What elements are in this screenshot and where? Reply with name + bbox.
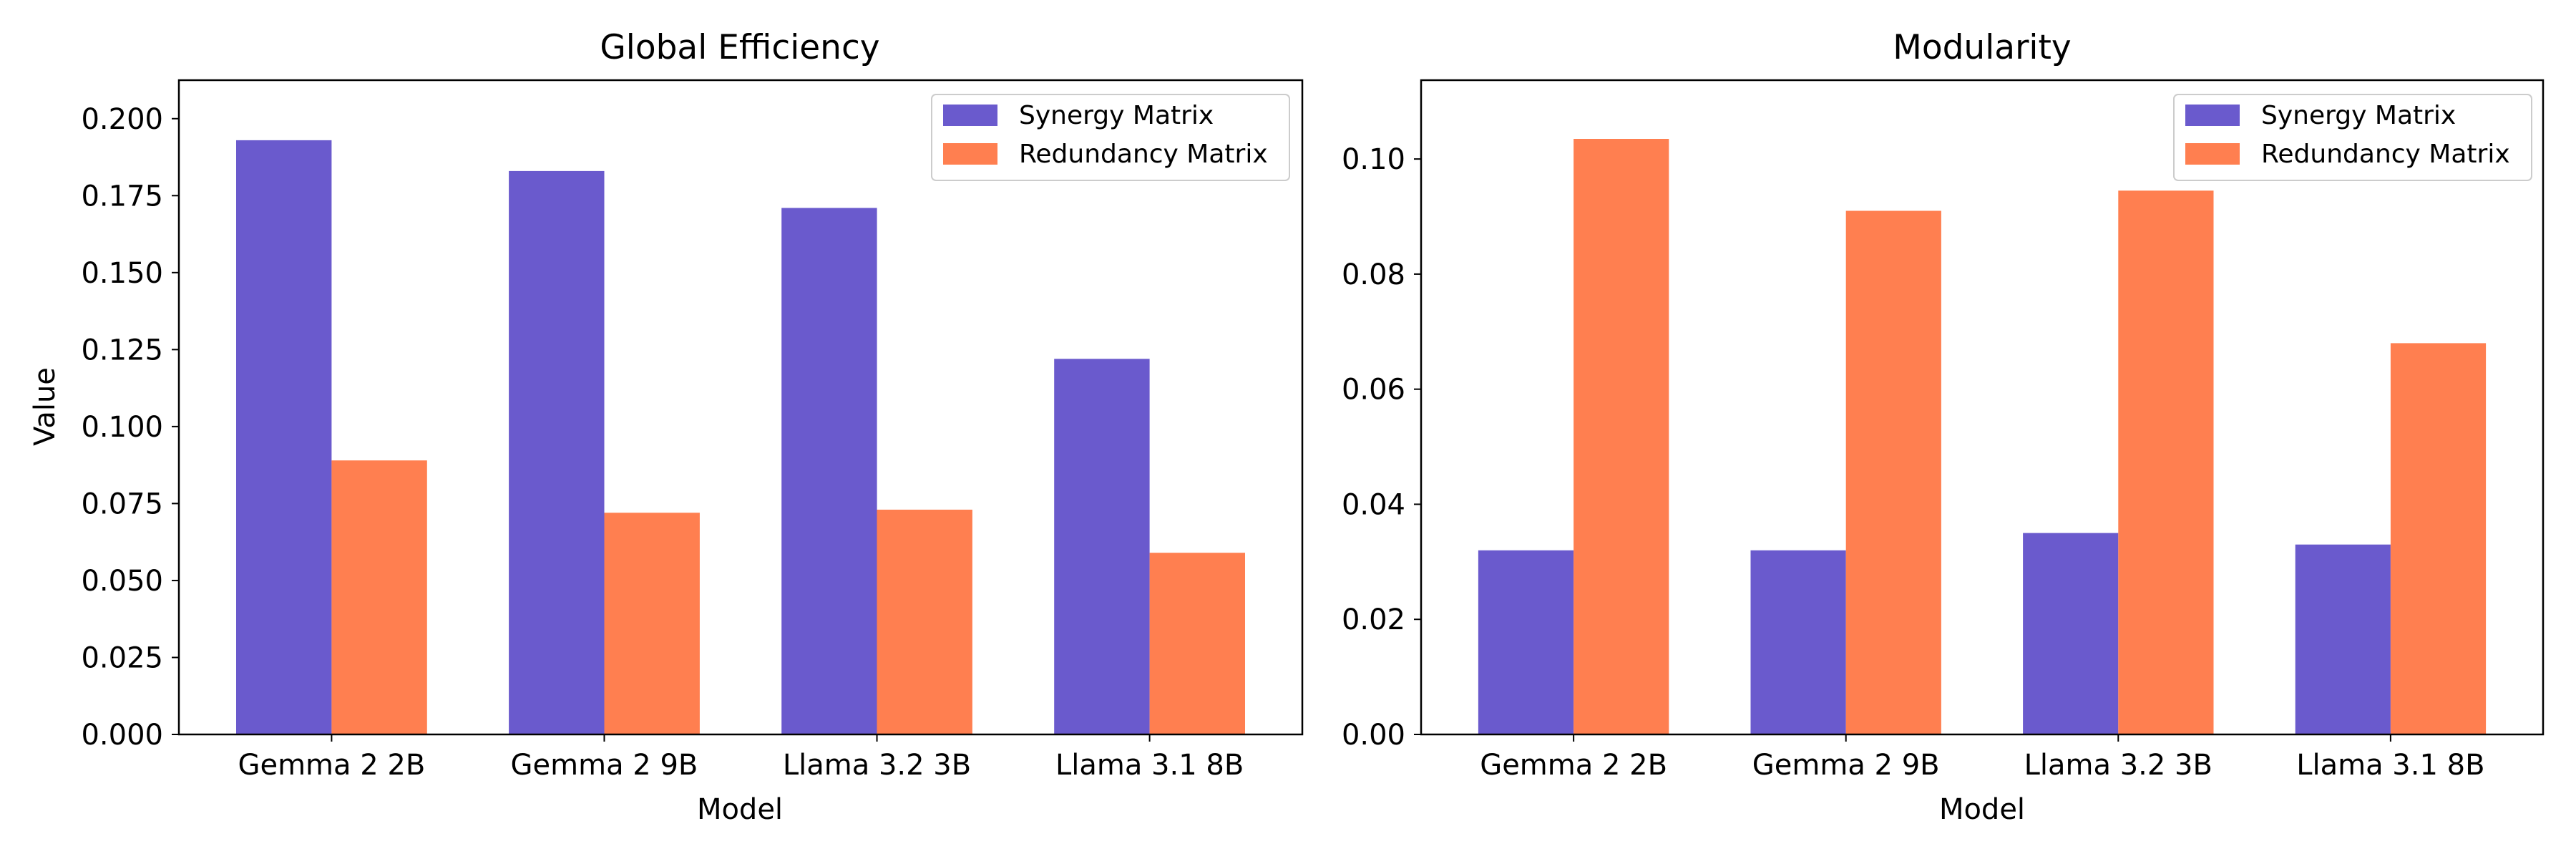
bar-redundancy [877,510,972,734]
legend-swatch-synergy [943,105,997,126]
bar-redundancy [1574,139,1669,734]
legend-swatch-synergy [2185,105,2240,126]
legend-swatch-redundancy [943,143,997,165]
bar-redundancy [1845,210,1941,734]
y-tick-label: 0.00 [1342,719,1405,752]
x-tick-label: Gemma 2 9B [1752,749,1940,782]
y-tick-label: 0.000 [81,719,163,752]
legend: Synergy Matrix Redundancy Matrix [2173,94,2532,181]
x-tick-label: Gemma 2 2B [1480,749,1667,782]
bar-redundancy [604,513,700,734]
x-tick-label: Gemma 2 2B [238,749,425,782]
x-tick-label: Gemma 2 9B [511,749,698,782]
bar-redundancy [331,460,427,734]
x-tick-label: Llama 3.1 8B [1055,749,1244,782]
bar-synergy [1478,550,1574,734]
bar-redundancy [2390,343,2487,734]
axes-frame [1420,79,2545,736]
x-tick-label: Llama 3.1 8B [2296,749,2484,782]
chart-title: Global Efficiency [600,28,879,67]
y-axis-label: Value [29,367,62,446]
panel-global-efficiency: Global Efficiency Value Model Gemma 2 2B… [29,28,1304,826]
y-tick-label: 0.100 [81,411,163,444]
y-tick-label: 0.025 [81,641,163,674]
x-axis-label: Model [1939,793,2025,826]
legend-frame [931,94,1290,181]
y-tick-label: 0.200 [81,103,163,136]
y-tick-label: 0.050 [81,565,163,598]
y-tick-label: 0.150 [81,257,163,290]
legend-label-synergy: Synergy Matrix [1019,101,1214,130]
bar-synergy [509,170,605,734]
legend-label-synergy: Synergy Matrix [2261,101,2456,130]
y-tick-label: 0.10 [1342,143,1405,176]
y-tick-label: 0.08 [1342,258,1405,291]
legend-label-redundancy: Redundancy Matrix [1019,140,1268,169]
bar-synergy [781,208,877,734]
x-axis-label: Model [697,793,783,826]
y-tick-label: 0.175 [81,180,163,213]
bar-redundancy [2118,190,2214,734]
y-tick-label: 0.125 [81,334,163,367]
bar-redundancy [1149,553,1245,734]
y-tick-label: 0.04 [1342,488,1405,521]
bar-synergy [2023,533,2119,734]
x-tick-label: Llama 3.2 3B [2024,749,2212,782]
plot-area: Gemma 2 2B Gemma 2 9B Llama 3.2 3B Llama 3.… [81,79,1304,782]
panel-modularity: Modularity Model Gemma 2 2B Gemma 2 9B Lla… [1342,28,2545,826]
chart-title: Modularity [1893,28,2071,67]
axes-frame [177,79,1304,736]
y-tick-label: 0.02 [1342,603,1405,636]
plot-area: Gemma 2 2B Gemma 2 9B Llama 3.2 3B Llama 3.… [1342,79,2545,782]
legend-frame [2173,94,2532,181]
legend-label-redundancy: Redundancy Matrix [2261,140,2510,169]
y-tick-label: 0.075 [81,487,163,520]
bar-synergy [236,140,332,734]
legend: Synergy Matrix Redundancy Matrix [931,94,1290,181]
bar-synergy [1054,359,1150,734]
bar-synergy [2295,544,2391,734]
y-tick-label: 0.06 [1342,374,1405,407]
legend-swatch-redundancy [2185,143,2240,165]
bar-synergy [1750,550,1846,734]
x-tick-label: Llama 3.2 3B [783,749,971,782]
